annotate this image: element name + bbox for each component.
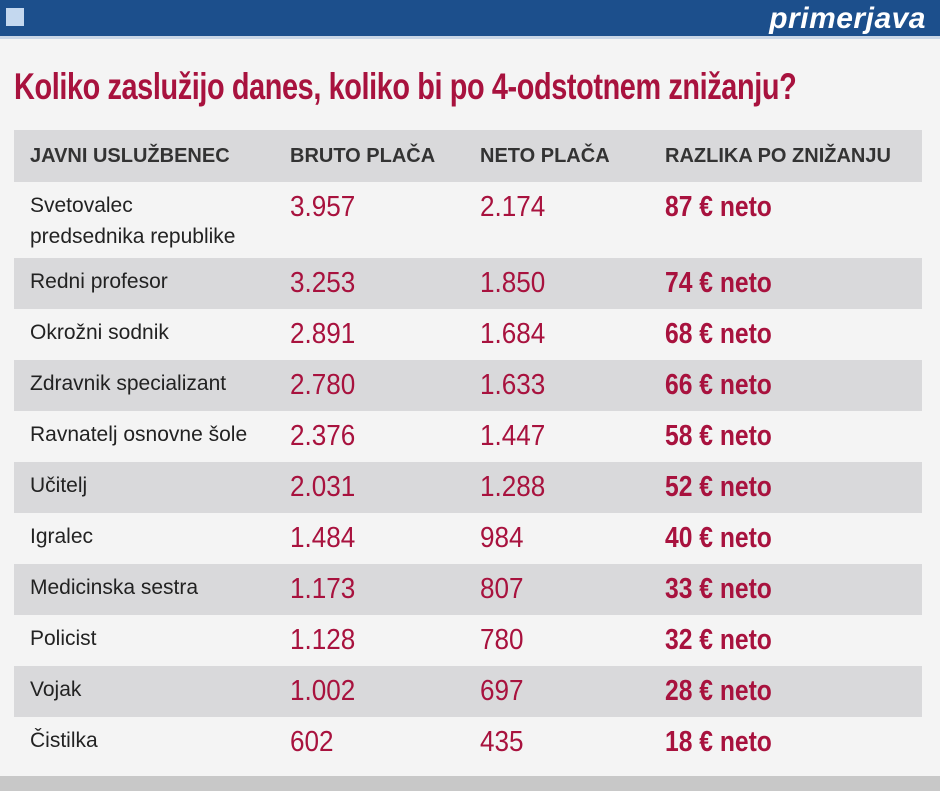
table-row: Okrožni sodnik 2.891 1.684 68 € neto [14,309,922,360]
employee-name: Čistilka [30,729,98,752]
employee-name: Okrožni sodnik [30,321,169,344]
reduction: 32 € neto [665,624,772,656]
gross-salary: 2.891 [290,318,356,350]
reduction: 40 € neto [665,522,772,554]
net-salary: 1.633 [480,369,546,401]
net-salary: 780 [480,624,524,656]
reduction: 52 € neto [665,471,772,503]
gross-salary: 2.376 [290,420,356,452]
reduction: 66 € neto [665,369,772,401]
reduction: 74 € neto [665,267,772,299]
net-salary: 1.850 [480,267,546,299]
reduction: 58 € neto [665,420,772,452]
gross-salary: 1.128 [290,624,356,656]
top-bar: primerjava [0,0,940,39]
table-row: Učitelj 2.031 1.288 52 € neto [14,462,922,513]
gross-salary: 1.484 [290,522,356,554]
net-salary: 807 [480,573,524,605]
employee-name: Svetovalec predsednika republike [30,194,236,248]
table-row: Redni profesor 3.253 1.850 74 € neto [14,258,922,309]
table-row: Svetovalec predsednika republike 3.957 2.1… [14,182,922,258]
gross-salary: 3.253 [290,267,356,299]
employee-name: Redni profesor [30,270,168,293]
table-row: Zdravnik specializant 2.780 1.633 66 € neto [14,360,922,411]
table-row: Ravnatelj osnovne šole 2.376 1.447 58 € net… [14,411,922,462]
employee-name: Ravnatelj osnovne šole [30,423,248,446]
reduction: 87 € neto [665,191,772,223]
net-salary: 984 [480,522,524,554]
gross-salary: 1.002 [290,675,356,707]
table-row: Čistilka 602 435 18 € neto [14,717,922,768]
gross-salary: 2.031 [290,471,356,503]
net-salary: 2.174 [480,191,546,223]
logo-square [6,8,24,26]
brand: primerjava [769,2,926,35]
header-row: JAVNI USLUŽBENEC BRUTO PLAČA NETO PLAČA RAZ… [14,130,922,182]
table-row: Medicinska sestra 1.173 807 33 € neto [14,564,922,615]
title: Koliko zaslužijo danes, koliko bi po 4-o… [14,66,797,107]
table-row: Policist 1.128 780 32 € neto [14,615,922,666]
net-salary: 697 [480,675,524,707]
gross-salary: 1.173 [290,573,356,605]
reduction: 33 € neto [665,573,772,605]
bottom-bar [0,776,940,791]
table-row: Igralec 1.484 984 40 € neto [14,513,922,564]
gross-salary: 3.957 [290,191,356,223]
reduction: 68 € neto [665,318,772,350]
employee-name: Policist [30,627,97,650]
employee-name: Učitelj [30,474,88,497]
reduction: 18 € neto [665,726,772,758]
column-header: NETO PLAČA [480,145,610,167]
employee-name: Medicinska sestra [30,576,199,599]
gross-salary: 602 [290,726,334,758]
net-salary: 1.684 [480,318,546,350]
gross-salary: 2.780 [290,369,356,401]
employee-name: Vojak [30,678,82,701]
net-salary: 1.288 [480,471,546,503]
column-header: JAVNI USLUŽBENEC [30,145,230,167]
reduction: 28 € neto [665,675,772,707]
column-header: RAZLIKA PO ZNIŽANJU [665,145,891,167]
net-salary: 435 [480,726,524,758]
column-header: BRUTO PLAČA [290,145,436,167]
employee-name: Zdravnik specializant [30,372,227,395]
table-row: Vojak 1.002 697 28 € neto [14,666,922,717]
employee-name: Igralec [30,525,94,548]
net-salary: 1.447 [480,420,546,452]
